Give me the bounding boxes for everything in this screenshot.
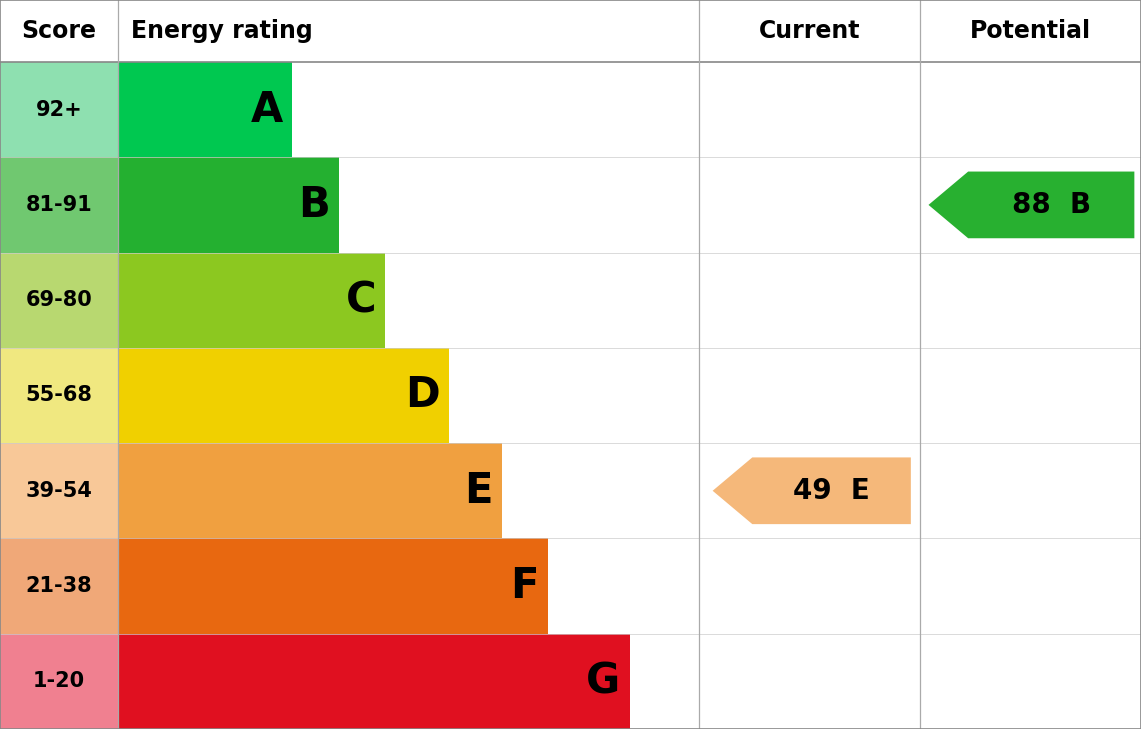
Bar <box>0 252 118 348</box>
Text: 55-68: 55-68 <box>25 386 92 405</box>
Text: F: F <box>510 565 539 607</box>
Bar <box>0 62 118 157</box>
Text: 49  E: 49 E <box>793 477 869 504</box>
Text: 69-80: 69-80 <box>25 290 92 311</box>
Bar <box>699 348 1141 443</box>
Text: Score: Score <box>22 19 96 43</box>
Text: 21-38: 21-38 <box>25 576 92 596</box>
Bar <box>118 539 548 634</box>
Polygon shape <box>929 171 1134 238</box>
Bar <box>118 157 339 252</box>
Text: C: C <box>346 279 377 321</box>
Bar <box>118 62 292 157</box>
Bar <box>699 62 1141 157</box>
Bar <box>118 443 502 539</box>
Text: A: A <box>251 89 283 130</box>
Text: D: D <box>405 375 440 416</box>
Text: B: B <box>298 184 330 226</box>
Bar <box>118 348 450 443</box>
Text: 92+: 92+ <box>35 100 82 120</box>
Polygon shape <box>713 457 911 524</box>
Text: Potential: Potential <box>970 19 1091 43</box>
Bar <box>699 443 1141 539</box>
Text: 81-91: 81-91 <box>25 195 92 215</box>
Bar <box>699 539 1141 634</box>
Text: Energy rating: Energy rating <box>131 19 313 43</box>
Text: E: E <box>464 469 493 512</box>
Text: G: G <box>586 660 621 702</box>
Bar <box>699 252 1141 348</box>
Bar <box>0 443 118 539</box>
Bar <box>118 252 386 348</box>
Text: 1-20: 1-20 <box>33 671 84 691</box>
Bar <box>0 157 118 252</box>
Bar <box>0 539 118 634</box>
Bar <box>118 634 630 729</box>
Bar <box>0 348 118 443</box>
Bar <box>0 634 118 729</box>
Bar <box>0 0 1141 62</box>
Bar <box>699 634 1141 729</box>
Text: 88  B: 88 B <box>1012 191 1091 219</box>
Text: 39-54: 39-54 <box>25 480 92 501</box>
Text: Current: Current <box>759 19 860 43</box>
Bar <box>699 157 1141 252</box>
